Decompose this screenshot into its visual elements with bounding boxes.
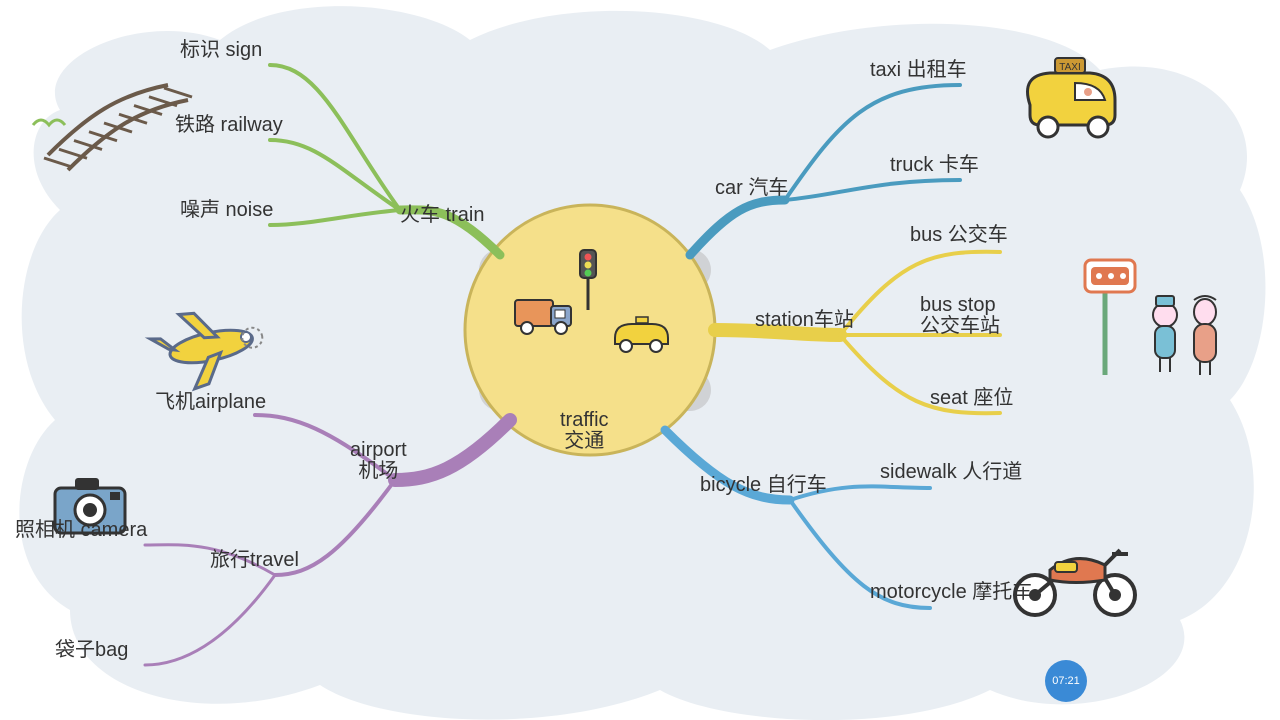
timestamp-badge: 07:21 bbox=[1045, 660, 1087, 702]
branch-label-bicycle: bicycle 自行车 bbox=[700, 475, 827, 496]
sub-label-airport-1: 旅行travel bbox=[210, 550, 299, 571]
sub-label-airport-0: 飞机airplane bbox=[155, 392, 266, 413]
branch-label-car: car 汽车 bbox=[715, 178, 788, 199]
sub-label-car-1: truck 卡车 bbox=[890, 155, 979, 176]
branch-label-station: station车站 bbox=[755, 310, 854, 331]
mindmap-canvas: TAXI bbox=[0, 0, 1280, 720]
sub-label-train-1: 铁路 railway bbox=[175, 115, 283, 136]
sub-label-train-0: 标识 sign bbox=[180, 40, 262, 61]
sub2-label-airport-1-0: 照相机 camera bbox=[15, 520, 147, 541]
center-label: traffic交通 bbox=[560, 410, 609, 452]
branch-label-train: 火车 train bbox=[400, 205, 484, 226]
svg-text:TAXI: TAXI bbox=[1059, 62, 1080, 73]
sub-label-car-0: taxi 出租车 bbox=[870, 60, 967, 81]
branch-label-airport: airport机场 bbox=[350, 440, 407, 482]
sub-label-station-2: seat 座位 bbox=[930, 388, 1013, 409]
sub-label-train-2: 噪声 noise bbox=[180, 200, 273, 221]
sub-label-station-0: bus 公交车 bbox=[910, 225, 1008, 246]
sub-label-bicycle-1: motorcycle 摩托车 bbox=[870, 582, 1032, 603]
sub-label-bicycle-0: sidewalk 人行道 bbox=[880, 462, 1022, 483]
sub-label-station-1: bus stop公交车站 bbox=[920, 295, 1000, 337]
sub2-label-airport-1-1: 袋子bag bbox=[55, 640, 128, 661]
